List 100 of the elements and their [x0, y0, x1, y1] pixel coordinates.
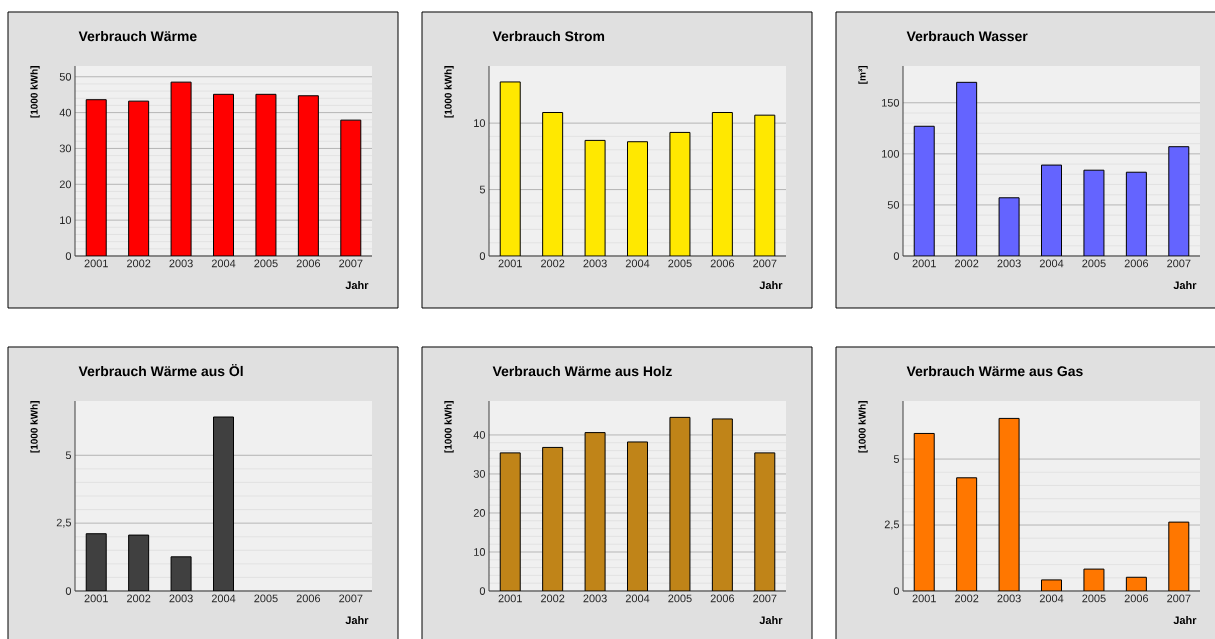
- y-axis-title: [1000 kWh]: [444, 401, 454, 453]
- bar: [85, 99, 107, 256]
- x-tick-label: 2001: [84, 259, 108, 268]
- bar: [1168, 521, 1190, 591]
- y-axis-title: [1000 kWh]: [444, 66, 454, 118]
- y-tick-label: 40: [473, 431, 486, 439]
- x-tick-label: 2002: [541, 259, 565, 268]
- bar: [499, 452, 521, 591]
- y-tick-label: 10: [60, 216, 72, 225]
- y-tick-label: 0: [65, 587, 72, 595]
- x-tick-label: 2002: [955, 259, 979, 268]
- bar: [754, 114, 776, 256]
- chart-title: Verbrauch Wärme aus Öl: [78, 364, 243, 377]
- x-tick-label: 2003: [169, 594, 193, 603]
- bar: [499, 81, 521, 256]
- x-tick-label: 2006: [296, 594, 321, 603]
- y-tick-label: 10: [474, 548, 486, 556]
- x-tick-label: 2001: [84, 594, 108, 603]
- bar: [213, 93, 235, 256]
- y-tick-label: 0: [893, 587, 900, 595]
- x-tick-label: 2003: [997, 594, 1021, 603]
- x-tick-label: 2004: [211, 259, 236, 268]
- x-tick-label: 2003: [169, 259, 193, 268]
- x-tick-label: 2001: [498, 594, 522, 603]
- bar: [913, 432, 935, 591]
- y-axis-title: [1000 kWh]: [30, 66, 40, 118]
- y-axis-title: [m³]: [858, 66, 868, 84]
- x-tick-label: 2006: [710, 594, 735, 603]
- y-tick-label: 0: [479, 587, 486, 595]
- x-tick-label: 2002: [127, 594, 151, 603]
- y-tick-label: 5: [893, 455, 900, 463]
- chart-title: Verbrauch Strom: [492, 30, 605, 42]
- x-tick-label: 2006: [1124, 259, 1149, 268]
- x-axis-title: Jahr: [759, 281, 783, 290]
- bar: [340, 119, 362, 256]
- x-tick-label: 2003: [583, 259, 607, 268]
- x-tick-label: 2007: [753, 259, 777, 268]
- x-tick-label: 2007: [753, 594, 777, 603]
- x-tick-label: 2006: [296, 259, 321, 268]
- x-tick-label: 2006: [710, 259, 735, 268]
- y-tick-label: 150: [882, 98, 900, 107]
- bar: [627, 141, 649, 256]
- x-tick-label: 2005: [668, 594, 692, 603]
- y-tick-label: 10: [474, 119, 486, 128]
- y-tick-label: 2,5: [884, 520, 900, 530]
- x-tick-label: 2006: [1124, 594, 1149, 603]
- x-tick-label: 2004: [1039, 259, 1064, 268]
- x-axis-title: Jahr: [345, 616, 369, 625]
- y-tick-label: 40: [59, 108, 72, 117]
- x-axis-title: Jahr: [1173, 281, 1197, 290]
- chart-title: Verbrauch Wasser: [906, 30, 1028, 42]
- x-tick-label: 2005: [254, 259, 278, 268]
- x-axis-title: Jahr: [759, 616, 783, 625]
- x-tick-label: 2002: [955, 594, 979, 603]
- x-tick-label: 2007: [1167, 259, 1191, 268]
- chart-title: Verbrauch Wärme aus Gas: [906, 365, 1083, 377]
- bar: [1041, 164, 1063, 256]
- y-tick-label: 0: [65, 252, 72, 260]
- y-axis-title: [1000 kWh]: [30, 401, 40, 453]
- bar: [627, 441, 649, 591]
- bar: [1125, 171, 1147, 256]
- bar: [956, 81, 978, 256]
- x-axis-title: Jahr: [345, 281, 369, 290]
- y-tick-label: 20: [59, 180, 72, 189]
- x-tick-label: 2003: [583, 594, 607, 603]
- x-tick-label: 2005: [668, 259, 692, 268]
- x-tick-label: 2005: [1082, 259, 1106, 268]
- bar: [711, 418, 733, 591]
- x-tick-label: 2001: [912, 259, 936, 268]
- y-tick-label: 0: [893, 252, 900, 260]
- bar: [956, 477, 978, 591]
- bar: [297, 95, 319, 256]
- x-tick-label: 2007: [339, 259, 363, 268]
- x-tick-label: 2002: [127, 259, 151, 268]
- x-tick-label: 2007: [339, 594, 363, 603]
- x-tick-label: 2005: [254, 594, 278, 603]
- x-axis-title: Jahr: [1173, 616, 1197, 625]
- x-tick-label: 2005: [1082, 594, 1106, 603]
- bar: [1168, 146, 1190, 256]
- x-tick-label: 2004: [1039, 594, 1064, 603]
- bar: [542, 446, 564, 591]
- chart-title: Verbrauch Wärme aus Holz: [492, 365, 672, 377]
- x-tick-label: 2002: [541, 594, 565, 603]
- x-tick-label: 2007: [1167, 594, 1191, 603]
- x-tick-label: 2004: [625, 259, 650, 268]
- y-tick-label: 30: [473, 470, 486, 478]
- y-tick-label: 100: [882, 149, 900, 158]
- x-tick-label: 2001: [498, 259, 522, 268]
- y-tick-label: 0: [479, 252, 486, 260]
- y-axis-title: [1000 kWh]: [858, 401, 868, 453]
- y-tick-label: 2,5: [56, 518, 72, 528]
- y-tick-label: 50: [887, 201, 900, 209]
- y-tick-label: 5: [65, 451, 72, 460]
- bar: [711, 112, 733, 256]
- chart-title: Verbrauch Wärme: [78, 30, 197, 42]
- bar: [913, 125, 935, 256]
- bar: [754, 452, 776, 591]
- y-tick-label: 20: [473, 509, 486, 517]
- bar: [128, 100, 150, 256]
- y-tick-label: 5: [479, 185, 486, 194]
